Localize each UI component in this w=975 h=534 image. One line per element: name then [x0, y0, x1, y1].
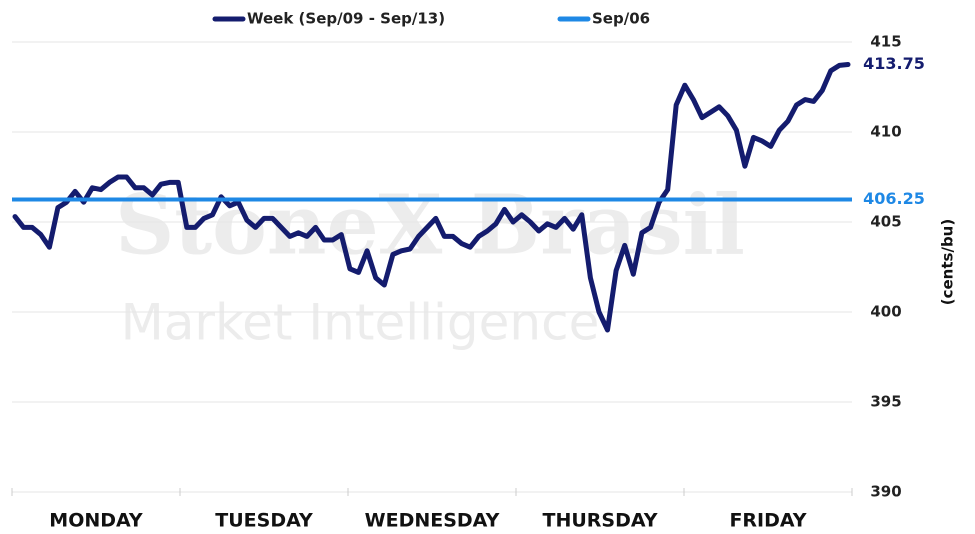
y-tick-label: 415: [870, 33, 901, 51]
y-tick-label: 400: [870, 303, 901, 321]
watermark: Market Intelligence: [121, 294, 600, 352]
x-tick-label: THURSDAY: [542, 510, 657, 532]
value-annotation: 413.75: [863, 54, 925, 73]
y-tick-label: 395: [870, 393, 901, 411]
y-tick-label: 410: [870, 123, 901, 141]
value-annotation: 406.25: [863, 189, 925, 208]
x-tick-label: WEDNESDAY: [365, 510, 500, 532]
legend-label: Week (Sep/09 - Sep/13): [247, 10, 445, 28]
legend-label: Sep/06: [592, 10, 650, 28]
y-axis-label: (cents/bu): [939, 219, 957, 305]
x-tick-label: MONDAY: [49, 510, 143, 532]
x-tick-label: TUESDAY: [215, 510, 313, 532]
series-line: [12, 62, 851, 333]
y-tick-label: 390: [870, 483, 901, 501]
y-tick-label: 405: [870, 213, 901, 231]
x-tick-label: FRIDAY: [729, 510, 806, 532]
